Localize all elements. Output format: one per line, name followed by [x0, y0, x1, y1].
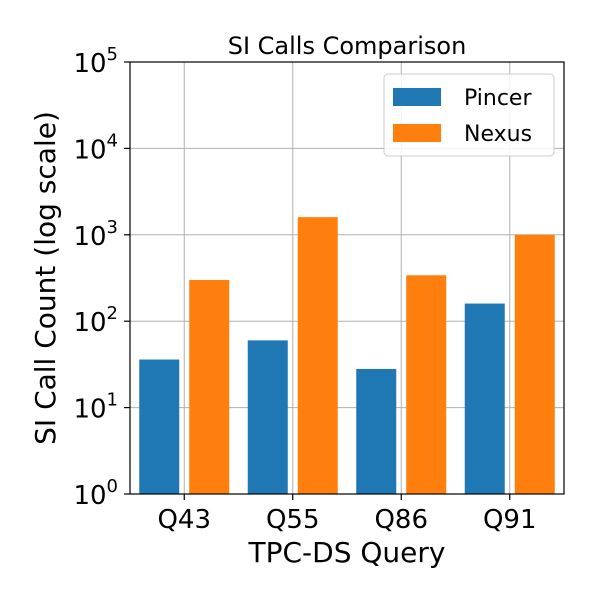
y-tick-label: 105 [73, 44, 118, 79]
bar-nexus-q55 [297, 217, 338, 494]
y-tick-label: 100 [73, 476, 118, 511]
bar-nexus-q91 [514, 234, 555, 495]
y-tick-label: 102 [73, 303, 118, 338]
x-tick-label: Q55 [266, 505, 320, 535]
axis-ticks: Q43 Q55 Q86 Q91 100 101 102 103 104 105 [73, 44, 536, 535]
x-tick-label: Q43 [157, 505, 211, 535]
bar-pincer-q91 [464, 303, 505, 494]
bar-pincer-q55 [247, 340, 288, 494]
bar-pincer-q86 [356, 368, 397, 494]
legend-swatch-pincer [393, 88, 441, 106]
bars [139, 217, 555, 495]
legend-swatch-nexus [393, 124, 441, 142]
y-tick-label: 104 [73, 130, 118, 165]
bar-pincer-q43 [139, 359, 180, 494]
bar-nexus-q43 [189, 279, 230, 494]
chart-title: SI Calls Comparison [228, 32, 467, 60]
legend: Pincer Nexus [383, 73, 555, 157]
y-axis-label: SI Call Count (log scale) [29, 111, 62, 445]
x-tick-label: Q86 [374, 505, 428, 535]
y-tick-label: 101 [73, 390, 118, 425]
y-tick-label: 103 [73, 217, 118, 252]
legend-label-nexus: Nexus [464, 122, 532, 147]
bar-nexus-q86 [406, 275, 447, 494]
legend-label-pincer: Pincer [464, 86, 532, 111]
plot-frame [129, 61, 565, 495]
x-axis-label: TPC-DS Query [248, 536, 446, 569]
x-tick-label: Q91 [483, 505, 537, 535]
